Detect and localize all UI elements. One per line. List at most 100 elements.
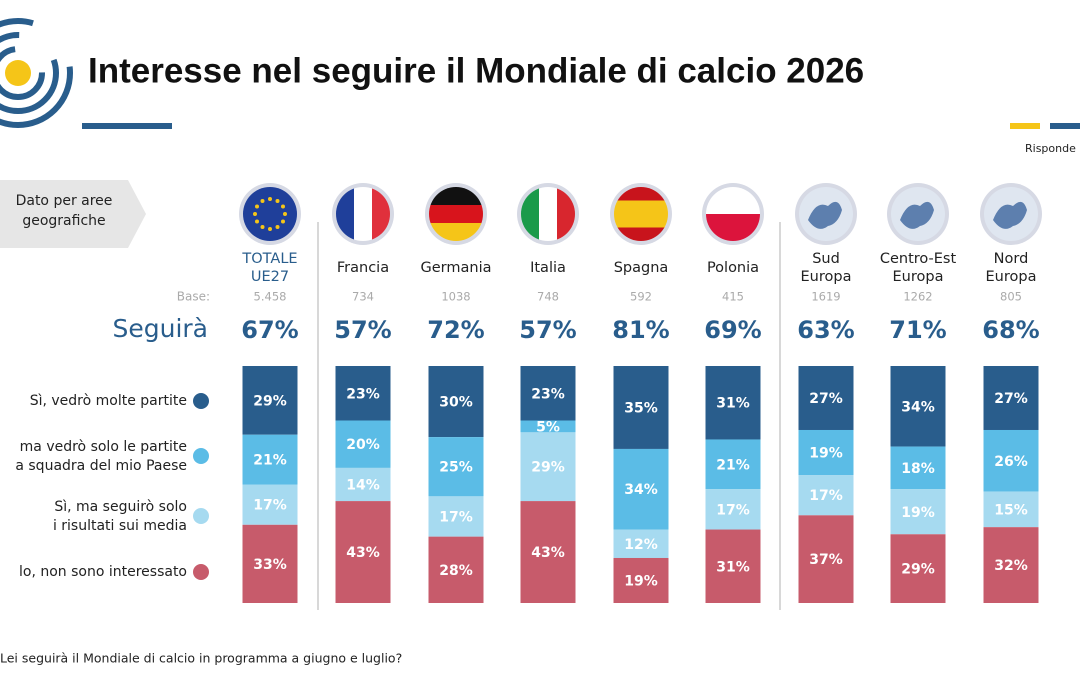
- total-label: 57%: [334, 316, 391, 344]
- bar-segment: [890, 489, 946, 535]
- flag: [984, 187, 1038, 241]
- flag-stripe: [429, 223, 483, 241]
- segment-label: 23%: [346, 386, 380, 402]
- total-label: 63%: [797, 316, 854, 344]
- category-label: Europa: [893, 269, 944, 285]
- flag-map: [993, 201, 1027, 229]
- segment-label: 21%: [253, 453, 287, 469]
- segment-label: 18%: [901, 461, 935, 477]
- accent-yellow: [1010, 123, 1040, 129]
- flag-stripe: [372, 187, 390, 241]
- category-label: Sud: [812, 251, 840, 267]
- flag-stripe: [557, 187, 575, 241]
- category-label: Spagna: [614, 260, 669, 276]
- category-label: Francia: [337, 260, 389, 276]
- base-label: 1038: [441, 290, 470, 304]
- legend-marker: [193, 508, 209, 524]
- total-label: 68%: [982, 316, 1039, 344]
- filter-label: Dato per aree: [16, 193, 113, 209]
- bar-segment: [705, 439, 761, 490]
- flag: [336, 187, 390, 241]
- flag-stripe: [336, 187, 355, 241]
- segment-label: 17%: [809, 488, 843, 504]
- bar-segment: [428, 437, 484, 497]
- flag-map: [900, 201, 934, 229]
- segment-label: 31%: [716, 559, 750, 575]
- legend-label: lo, non sono interessato: [19, 564, 187, 580]
- segment-label: 19%: [624, 573, 658, 589]
- segment-label: 21%: [716, 457, 750, 473]
- legend-marker: [193, 564, 209, 580]
- segment-label: 30%: [439, 395, 473, 411]
- flag-star: [275, 199, 280, 204]
- bar-segment: [705, 366, 761, 440]
- bar-segment: [335, 467, 391, 502]
- segment-label: 35%: [624, 400, 658, 416]
- flag: [891, 187, 945, 241]
- bar-segment: [520, 501, 576, 603]
- bar-segment: [983, 429, 1039, 492]
- bar-segment: [520, 420, 576, 433]
- bar-segment: [242, 524, 298, 603]
- accent-blue: [1050, 123, 1080, 129]
- legend-marker: [193, 448, 209, 464]
- title-underline: [82, 123, 172, 129]
- bar-segment: [613, 529, 669, 558]
- segment-label: 17%: [439, 509, 473, 525]
- flag-star: [260, 224, 265, 229]
- flag-stripe: [614, 200, 668, 215]
- flag-star: [275, 224, 280, 229]
- bar-segment: [890, 534, 946, 603]
- category-label: Germania: [421, 260, 492, 276]
- flag-bg: [243, 187, 297, 241]
- bar-segment: [705, 529, 761, 603]
- flag: [799, 187, 853, 241]
- segment-label: 37%: [809, 552, 843, 568]
- base-title: Base:: [177, 290, 210, 304]
- segment-label: 27%: [994, 391, 1028, 407]
- flag-star: [268, 227, 272, 231]
- legend-label: Sì, ma seguirò solo: [54, 499, 187, 515]
- bar-segment: [613, 366, 669, 449]
- category-label: Italia: [530, 260, 566, 276]
- category-label: Europa: [801, 269, 852, 285]
- legend-label: i risultati sui media: [53, 518, 187, 534]
- flag-star: [253, 212, 257, 216]
- category-label: TOTALE: [241, 251, 297, 267]
- legend-label: Sì, vedrò molte partite: [30, 393, 187, 409]
- flag-stripe: [354, 187, 373, 241]
- base-label: 748: [537, 290, 559, 304]
- segment-label: 19%: [809, 446, 843, 462]
- segment-label: 17%: [253, 498, 287, 514]
- segment-label: 28%: [439, 563, 473, 579]
- flag-stripe: [429, 187, 483, 206]
- total-label: 81%: [612, 316, 669, 344]
- bar-segment: [798, 429, 854, 476]
- segment-label: 12%: [624, 537, 658, 553]
- flag: [243, 187, 297, 241]
- segment-label: 26%: [994, 454, 1028, 470]
- flag-star: [280, 219, 285, 224]
- question: Lei seguirà il Mondiale di calcio in pro…: [0, 651, 402, 666]
- segment-label: 17%: [716, 502, 750, 518]
- segment-label: 5%: [536, 419, 560, 435]
- segment-label: 29%: [253, 393, 287, 409]
- segment-label: 29%: [901, 562, 935, 578]
- filter-label: geografiche: [22, 213, 105, 229]
- segment-label: 29%: [531, 460, 565, 476]
- segment-label: 43%: [346, 545, 380, 561]
- flag-star: [268, 197, 272, 201]
- flag-stripe: [539, 187, 558, 241]
- corner-note: Risponde: [1025, 142, 1076, 155]
- total-label: 57%: [519, 316, 576, 344]
- segment-label: 19%: [901, 505, 935, 521]
- segment-label: 34%: [901, 399, 935, 415]
- base-label: 1262: [903, 290, 932, 304]
- bar-segment: [983, 527, 1039, 603]
- bar-segment: [983, 366, 1039, 430]
- bar-segment: [798, 475, 854, 516]
- flag-star: [255, 219, 260, 224]
- base-label: 592: [630, 290, 652, 304]
- segment-label: 27%: [809, 391, 843, 407]
